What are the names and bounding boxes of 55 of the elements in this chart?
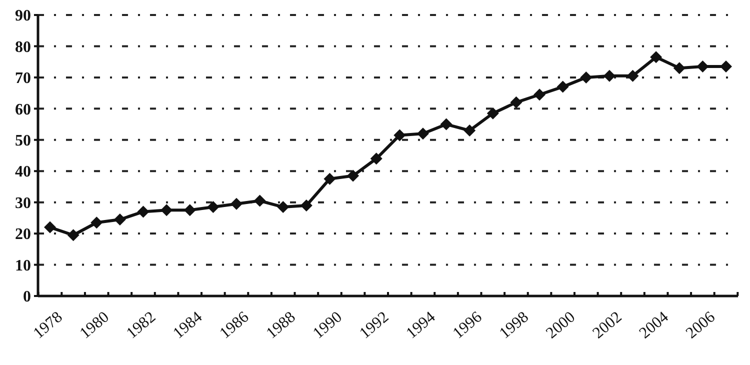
x-tick-label: 2006 [683,308,718,342]
x-tick-label: 1984 [170,308,206,342]
point [650,51,662,64]
x-tick-label: 1996 [450,308,486,342]
point [696,60,709,73]
point [440,118,452,130]
x-tick-label: 1982 [124,308,160,342]
y-tick-label: 50 [15,132,31,150]
point [510,96,522,108]
y-tick-label: 0 [23,288,31,306]
point [580,71,592,84]
x-tick-label: 1992 [356,308,392,342]
x-tick-label: 2000 [543,308,579,342]
x-tick-label: 2002 [590,308,626,342]
point [160,204,173,216]
point [626,70,639,82]
point [720,60,732,73]
point [324,172,336,185]
point [44,221,56,234]
y-tick-label: 20 [15,226,31,244]
point [254,194,266,207]
y-tick-label: 10 [15,257,31,274]
y-tick-label: 90 [15,8,31,25]
point [673,62,686,74]
point [370,152,382,165]
y-tick-label: 30 [15,194,31,212]
point [300,199,312,212]
point [67,229,80,242]
point [184,204,196,216]
x-tick-label: 1980 [76,308,112,342]
y-tick-label: 70 [15,70,31,88]
point [347,170,360,182]
point [394,129,406,142]
point [556,80,569,93]
point [534,88,546,101]
x-tick-label: 1990 [310,308,346,342]
point [230,198,242,210]
x-tick-label: 1998 [496,308,532,342]
y-tick-label: 60 [15,101,31,118]
x-tick-label: 1986 [216,308,252,342]
point [207,201,220,214]
point [114,214,126,226]
point [603,70,616,82]
y-tick-label: 40 [15,164,31,181]
x-tick-label: 1978 [30,308,66,342]
y-tick-label: 80 [15,38,31,56]
point [137,206,150,218]
x-tick-label: 2004 [636,308,672,342]
point [486,107,499,120]
point [90,216,103,229]
x-tick-label: 1994 [403,308,439,342]
point [464,124,476,137]
point [277,201,290,214]
x-tick-label: 1988 [263,308,299,342]
point [416,128,429,140]
